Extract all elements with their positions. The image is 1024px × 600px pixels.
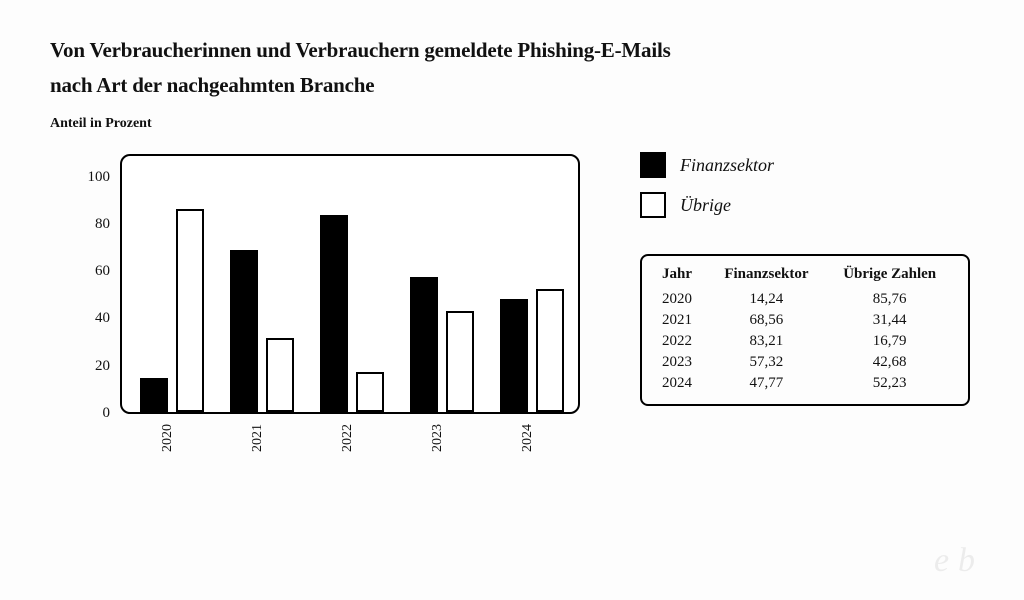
- svg-text:b: b: [958, 542, 975, 579]
- bar-finanzsektor: [410, 277, 438, 412]
- table-header-finanzsektor: Finanzsektor: [707, 264, 825, 289]
- legend-label: Übrige: [680, 195, 731, 216]
- title-line-2: nach Art der nachgeahmten Branche: [50, 73, 974, 98]
- bar-finanzsektor: [140, 378, 168, 412]
- table-cell: 2023: [656, 352, 707, 373]
- legend-label: Finanzsektor: [680, 155, 774, 176]
- bar-uebrige: [536, 289, 564, 412]
- table-row: 202357,3242,68: [656, 352, 954, 373]
- bar-uebrige: [356, 372, 384, 412]
- x-tick: 2022: [340, 424, 380, 452]
- legend-swatch-light: [640, 192, 666, 218]
- legend: Finanzsektor Übrige: [640, 152, 974, 218]
- table-cell: 52,23: [825, 373, 954, 394]
- table-header-jahr: Jahr: [656, 264, 707, 289]
- svg-text:e: e: [934, 542, 949, 579]
- legend-item-uebrige: Übrige: [640, 192, 974, 218]
- table-cell: 68,56: [707, 310, 825, 331]
- table-cell: 2022: [656, 331, 707, 352]
- table-header-uebrige: Übrige Zahlen: [825, 264, 954, 289]
- x-tick: 2021: [250, 424, 290, 452]
- table-cell: 2020: [656, 289, 707, 310]
- table-row: 202168,5631,44: [656, 310, 954, 331]
- table-cell: 31,44: [825, 310, 954, 331]
- table-row: 202014,2485,76: [656, 289, 954, 310]
- x-tick: 2024: [520, 424, 560, 452]
- table-cell: 2024: [656, 373, 707, 394]
- bar-uebrige: [446, 311, 474, 412]
- bar-uebrige: [266, 338, 294, 412]
- y-tick: 20: [50, 358, 110, 375]
- bar-finanzsektor: [500, 299, 528, 412]
- data-table: Jahr Finanzsektor Übrige Zahlen 202014,2…: [640, 254, 970, 406]
- table-cell: 14,24: [707, 289, 825, 310]
- watermark-logo: e b: [934, 541, 998, 586]
- legend-swatch-dark: [640, 152, 666, 178]
- subtitle: Anteil in Prozent: [50, 116, 974, 132]
- y-tick: 0: [50, 405, 110, 422]
- plot-frame: [120, 154, 580, 414]
- x-tick: 2020: [160, 424, 200, 452]
- table-cell: 57,32: [707, 352, 825, 373]
- table-cell: 47,77: [707, 373, 825, 394]
- table-cell: 42,68: [825, 352, 954, 373]
- y-tick: 80: [50, 216, 110, 233]
- table-cell: 16,79: [825, 331, 954, 352]
- table-cell: 85,76: [825, 289, 954, 310]
- title-line-1: Von Verbraucherinnen und Verbrauchern ge…: [50, 38, 974, 63]
- y-tick: 40: [50, 310, 110, 327]
- bar-finanzsektor: [320, 215, 348, 412]
- bar-chart: 0 20 40 60 80 100 2020 2021 2022 2023 2024: [50, 144, 610, 484]
- table-row: 202447,7752,23: [656, 373, 954, 394]
- table-cell: 83,21: [707, 331, 825, 352]
- table-row: 202283,2116,79: [656, 331, 954, 352]
- legend-item-finanzsektor: Finanzsektor: [640, 152, 974, 178]
- table-cell: 2021: [656, 310, 707, 331]
- y-tick: 60: [50, 263, 110, 280]
- bar-finanzsektor: [230, 250, 258, 412]
- bar-uebrige: [176, 209, 204, 412]
- y-tick: 100: [50, 169, 110, 186]
- x-tick: 2023: [430, 424, 470, 452]
